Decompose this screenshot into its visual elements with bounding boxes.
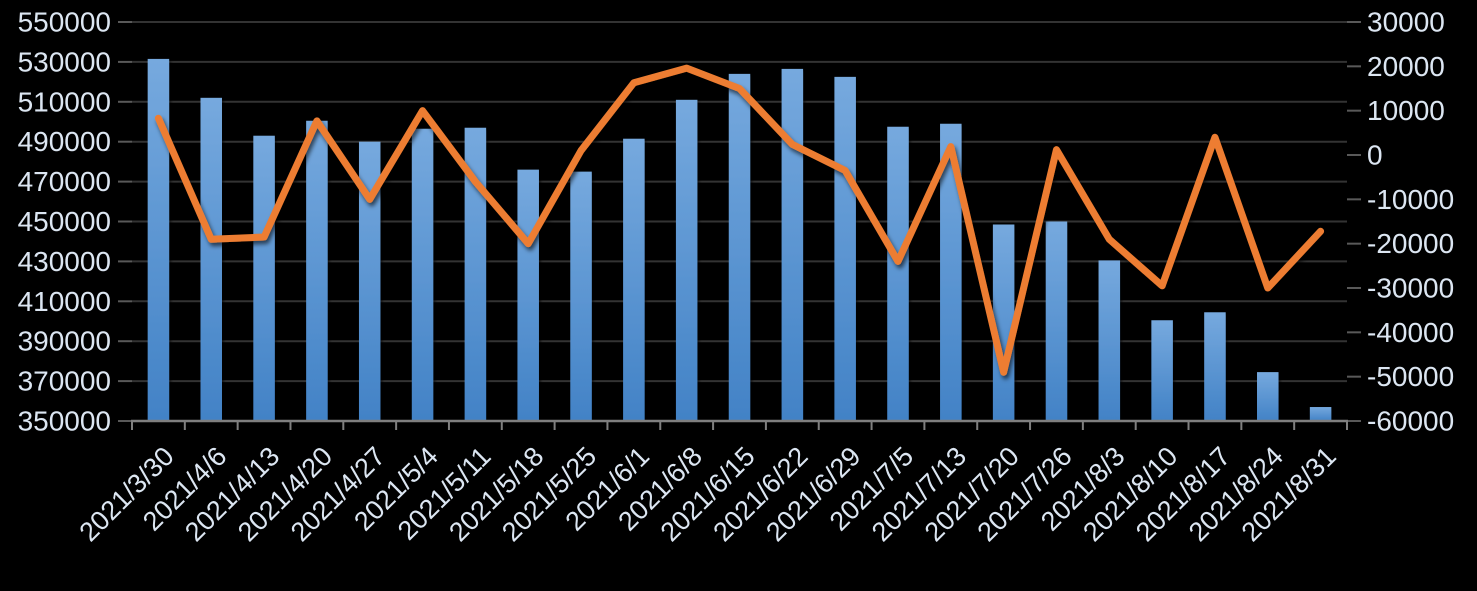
- bar: [781, 68, 804, 421]
- bar: [200, 97, 222, 421]
- left-axis-tick-label: 490000: [18, 126, 111, 157]
- bar: [253, 135, 275, 421]
- right-axis-tick-label: 30000: [1367, 7, 1445, 38]
- left-axis-tick-label: 530000: [18, 46, 111, 77]
- right-axis-tick-label: -50000: [1367, 361, 1454, 392]
- bar: [306, 120, 328, 421]
- left-axis-tick-label: 410000: [18, 286, 111, 317]
- bar: [464, 127, 487, 422]
- bar: [887, 126, 909, 422]
- left-axis-tick-label: 470000: [18, 166, 111, 197]
- left-axis-tick-label: 430000: [18, 246, 111, 277]
- left-axis-tick-label: 550000: [18, 7, 111, 38]
- bar: [834, 76, 856, 422]
- bar: [675, 99, 698, 422]
- bar: [517, 169, 539, 421]
- bar: [147, 58, 170, 421]
- bar: [1257, 372, 1279, 421]
- right-axis-tick-label: -30000: [1367, 273, 1454, 304]
- right-axis-tick-label: 20000: [1367, 51, 1445, 82]
- right-axis-tick-label: 0: [1367, 140, 1383, 171]
- bar: [728, 73, 751, 422]
- left-axis-tick-label: 390000: [18, 326, 111, 357]
- right-axis-tick-label: -60000: [1367, 406, 1454, 437]
- bar: [940, 123, 962, 422]
- bar: [1151, 320, 1173, 421]
- trend-line: [154, 64, 1325, 376]
- right-axis-tick-label: -20000: [1367, 228, 1454, 259]
- right-axis-tick-label: -40000: [1367, 317, 1454, 348]
- bar: [411, 128, 434, 422]
- bar: [1309, 407, 1332, 421]
- right-axis-tick-label: -10000: [1367, 184, 1454, 215]
- left-axis-tick-label: 370000: [18, 366, 111, 397]
- bar: [358, 141, 381, 421]
- bar: [1204, 312, 1226, 421]
- left-axis-tick-label: 510000: [18, 86, 111, 117]
- left-axis-tick-label: 350000: [18, 406, 111, 437]
- bar: [992, 224, 1015, 421]
- bar: [623, 138, 645, 421]
- bar: [1045, 221, 1068, 421]
- left-axis-tick-label: 450000: [18, 206, 111, 237]
- right-axis-tick-label: 10000: [1367, 95, 1445, 126]
- bar: [570, 171, 592, 421]
- bar: [1098, 260, 1121, 421]
